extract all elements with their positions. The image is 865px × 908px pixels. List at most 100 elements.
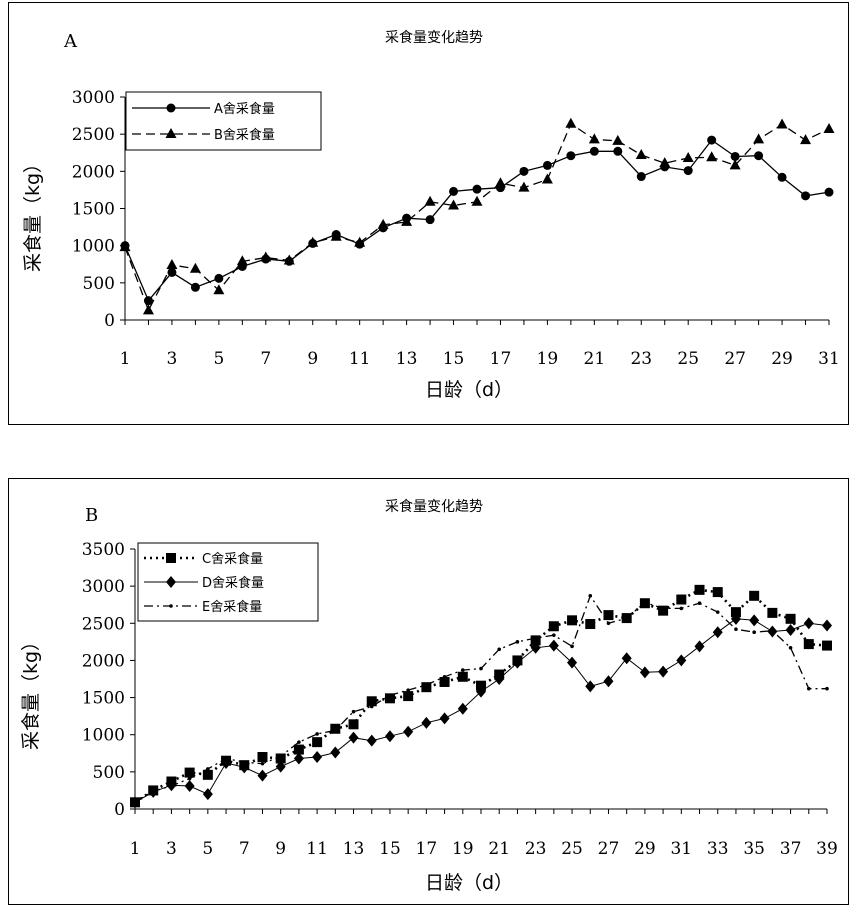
data-point xyxy=(384,693,395,704)
data-point xyxy=(424,683,429,687)
data-point xyxy=(785,623,796,636)
data-point xyxy=(476,685,486,698)
x-tick-label: 21 xyxy=(488,839,510,859)
chart-panel-b: B 采食量变化趋势 0 500 1000 1500 2000 2500 3000 3500 1 3 5 7… xyxy=(8,478,849,905)
data-point xyxy=(187,776,192,781)
series-b-2 xyxy=(133,594,829,804)
y-tick-label: 0 xyxy=(104,311,115,331)
legend-marker xyxy=(166,576,176,588)
data-point xyxy=(330,230,342,241)
y-tick-label: 1500 xyxy=(82,689,125,709)
y-tick-label: 3000 xyxy=(72,88,115,108)
data-point xyxy=(472,184,482,194)
data-point xyxy=(184,767,195,778)
data-point xyxy=(442,674,447,679)
data-point xyxy=(822,619,832,632)
data-point xyxy=(519,166,529,176)
data-point xyxy=(658,665,669,678)
data-point xyxy=(542,160,552,170)
legend-entry: B舍采食量 xyxy=(214,127,275,143)
data-point xyxy=(606,621,611,626)
x-tick-label: 17 xyxy=(490,349,512,369)
data-point xyxy=(421,682,432,693)
data-point xyxy=(777,172,787,182)
data-point xyxy=(697,601,702,606)
data-point xyxy=(676,654,687,667)
data-point xyxy=(824,187,834,197)
legend-entry: D舍采食量 xyxy=(202,575,264,591)
data-point xyxy=(636,172,646,182)
data-point xyxy=(348,719,359,730)
data-point xyxy=(770,628,775,633)
data-point xyxy=(567,615,578,626)
data-point xyxy=(683,166,693,176)
data-point xyxy=(752,630,756,634)
data-point xyxy=(424,195,436,206)
data-point xyxy=(530,635,541,646)
data-point xyxy=(753,133,765,144)
data-point xyxy=(715,610,720,614)
data-point xyxy=(214,273,224,283)
data-point xyxy=(800,134,812,145)
series-line xyxy=(124,139,830,302)
data-point xyxy=(530,641,541,654)
series-line xyxy=(134,618,828,803)
data-point xyxy=(603,610,614,621)
data-point xyxy=(236,255,248,266)
data-point xyxy=(588,594,593,598)
data-point xyxy=(694,640,705,653)
data-point xyxy=(315,732,319,736)
x-tick-label: 23 xyxy=(630,349,652,369)
data-point xyxy=(366,734,377,747)
chart-title: 采食量变化趋势 xyxy=(385,29,483,46)
data-point xyxy=(803,639,814,650)
data-point xyxy=(643,600,647,605)
data-point xyxy=(348,731,359,744)
legend-marker xyxy=(166,103,176,113)
data-point xyxy=(388,693,392,698)
data-point xyxy=(676,594,687,605)
data-point xyxy=(621,652,632,665)
data-point xyxy=(224,756,228,761)
data-point xyxy=(206,767,210,771)
x-tick-label: 11 xyxy=(349,349,371,369)
y-axis-title: 采食量（kg） xyxy=(20,632,42,750)
data-point xyxy=(588,133,600,144)
x-tick-label: 29 xyxy=(634,839,656,859)
data-point xyxy=(401,215,413,226)
legend-box xyxy=(125,91,322,151)
data-point xyxy=(239,761,250,774)
data-point xyxy=(449,186,459,196)
y-tick-label: 2000 xyxy=(72,162,115,182)
data-point xyxy=(497,647,502,652)
x-tick-label: 15 xyxy=(443,349,465,369)
y-tick-label: 2500 xyxy=(72,125,115,145)
data-point xyxy=(603,675,614,688)
legend-marker xyxy=(165,128,177,138)
x-tick-label: 37 xyxy=(780,839,802,859)
data-point xyxy=(275,760,286,773)
x-tick-label: 19 xyxy=(452,839,474,859)
data-point xyxy=(734,627,738,632)
data-point xyxy=(377,218,389,229)
y-tick-label: 2000 xyxy=(82,651,125,671)
data-point xyxy=(548,621,559,632)
y-tick-label: 0 xyxy=(114,800,125,820)
data-point xyxy=(448,199,460,210)
x-axis-title: 日龄（d） xyxy=(425,379,513,401)
data-point xyxy=(730,151,740,161)
x-tick-label: 7 xyxy=(239,839,250,859)
data-point xyxy=(213,284,225,295)
data-point xyxy=(822,640,832,651)
data-point xyxy=(749,614,760,627)
x-tick-label: 27 xyxy=(724,349,746,369)
data-point xyxy=(257,752,268,762)
data-point xyxy=(189,262,201,273)
data-point xyxy=(694,584,705,595)
data-point xyxy=(283,254,295,265)
x-tick-label: 3 xyxy=(166,839,177,859)
x-tick-label: 13 xyxy=(343,839,365,859)
y-tick-label: 500 xyxy=(83,274,115,294)
x-tick-label: 5 xyxy=(202,839,213,859)
